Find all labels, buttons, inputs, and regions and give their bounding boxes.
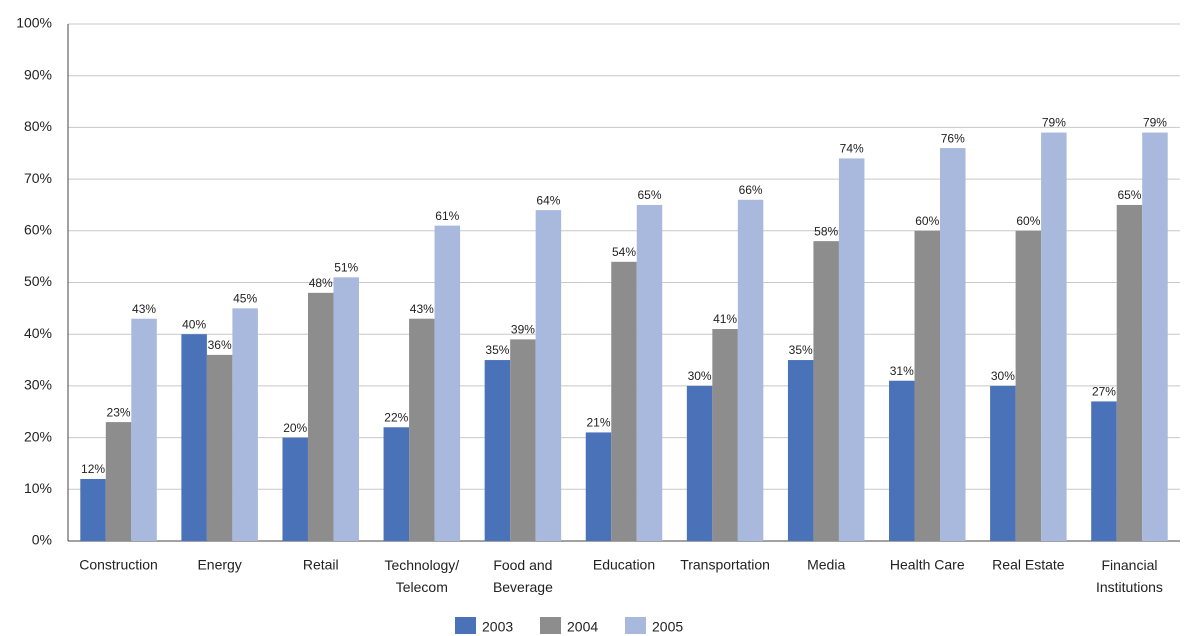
value-label: 65%: [1117, 188, 1141, 202]
value-label: 65%: [637, 188, 661, 202]
value-label: 35%: [789, 343, 813, 357]
bar: [510, 339, 536, 541]
y-tick-label: 40%: [24, 325, 52, 341]
x-tick-label: Energy: [197, 557, 241, 573]
y-tick-label: 20%: [24, 428, 52, 444]
y-tick-label: 0%: [32, 532, 52, 548]
value-label: 27%: [1092, 385, 1116, 399]
x-tick-label: Technology/Telecom: [384, 557, 459, 595]
bar: [940, 148, 966, 541]
bar: [914, 230, 941, 542]
bar: [585, 432, 612, 541]
x-tick-label: Transportation: [680, 557, 770, 573]
value-label: 30%: [991, 369, 1015, 383]
bar: [1041, 132, 1067, 541]
value-label: 31%: [890, 364, 914, 378]
bar: [80, 478, 106, 541]
value-label: 61%: [435, 209, 459, 223]
bar: [282, 437, 308, 541]
bar: [813, 241, 839, 541]
value-label: 22%: [384, 410, 408, 424]
bar: [1091, 401, 1117, 541]
bar: [307, 292, 334, 541]
value-label: 41%: [713, 312, 737, 326]
y-tick-label: 70%: [24, 170, 52, 186]
bar: [181, 334, 207, 541]
x-tick-label: Construction: [79, 557, 158, 573]
bar: [434, 225, 461, 541]
bar: [838, 158, 865, 542]
y-tick-label: 60%: [24, 222, 52, 238]
value-label: 23%: [107, 405, 131, 419]
x-tick-label: Retail: [303, 557, 339, 573]
value-label: 36%: [208, 338, 232, 352]
bar: [1142, 132, 1168, 541]
y-tick-label: 50%: [24, 273, 52, 289]
bar: [409, 318, 435, 541]
bar: [333, 277, 359, 541]
value-label: 12%: [81, 462, 105, 476]
bar: [232, 308, 258, 541]
value-label: 74%: [840, 142, 864, 156]
y-tick-label: 80%: [24, 118, 52, 134]
value-label: 66%: [739, 183, 763, 197]
x-tick-label: Real Estate: [992, 557, 1065, 573]
legend-label: 2003: [482, 619, 513, 635]
y-tick-label: 10%: [24, 480, 52, 496]
legend-swatch: [625, 617, 646, 634]
bar: [484, 360, 511, 541]
bar: [636, 204, 663, 541]
bar: [712, 329, 738, 541]
bar: [131, 318, 157, 541]
legend-swatch: [455, 617, 476, 634]
value-label: 79%: [1143, 116, 1167, 130]
bar: [889, 380, 915, 541]
bar: [787, 360, 814, 541]
value-label: 48%: [309, 276, 333, 290]
value-label: 79%: [1042, 116, 1066, 130]
legend-swatch: [540, 617, 561, 634]
y-tick-label: 30%: [24, 377, 52, 393]
value-label: 60%: [915, 214, 939, 228]
y-tick-label: 90%: [24, 66, 52, 82]
bar: [1116, 204, 1143, 541]
value-label: 58%: [814, 224, 838, 238]
bar: [105, 422, 132, 541]
bar: [206, 354, 233, 541]
bar: [1015, 230, 1042, 542]
x-tick-label: Financial Institutions: [1096, 557, 1163, 595]
bar: [990, 385, 1016, 541]
bar: [737, 199, 764, 541]
value-label: 20%: [283, 421, 307, 435]
value-label: 43%: [410, 302, 434, 316]
value-label: 76%: [941, 131, 965, 145]
legend-label: 2004: [567, 619, 598, 635]
value-label: 45%: [233, 292, 257, 306]
legend-label: 2005: [652, 619, 683, 635]
value-label: 40%: [182, 317, 206, 331]
x-tick-label: Education: [593, 557, 655, 573]
value-label: 54%: [612, 245, 636, 259]
x-tick-label: Food and Beverage: [493, 557, 553, 595]
bar: [383, 427, 410, 541]
bar: [686, 385, 713, 541]
x-tick-label: Health Care: [890, 557, 965, 573]
value-label: 39%: [511, 323, 535, 337]
value-label: 64%: [536, 193, 560, 207]
value-label: 60%: [1016, 214, 1040, 228]
value-label: 35%: [485, 343, 509, 357]
value-label: 51%: [334, 261, 358, 275]
value-label: 30%: [688, 369, 712, 383]
value-label: 43%: [132, 302, 156, 316]
bar: [535, 210, 562, 541]
y-tick-label: 100%: [16, 15, 52, 31]
x-tick-label: Media: [807, 557, 845, 573]
value-label: 21%: [586, 416, 610, 430]
bar: [611, 261, 637, 541]
